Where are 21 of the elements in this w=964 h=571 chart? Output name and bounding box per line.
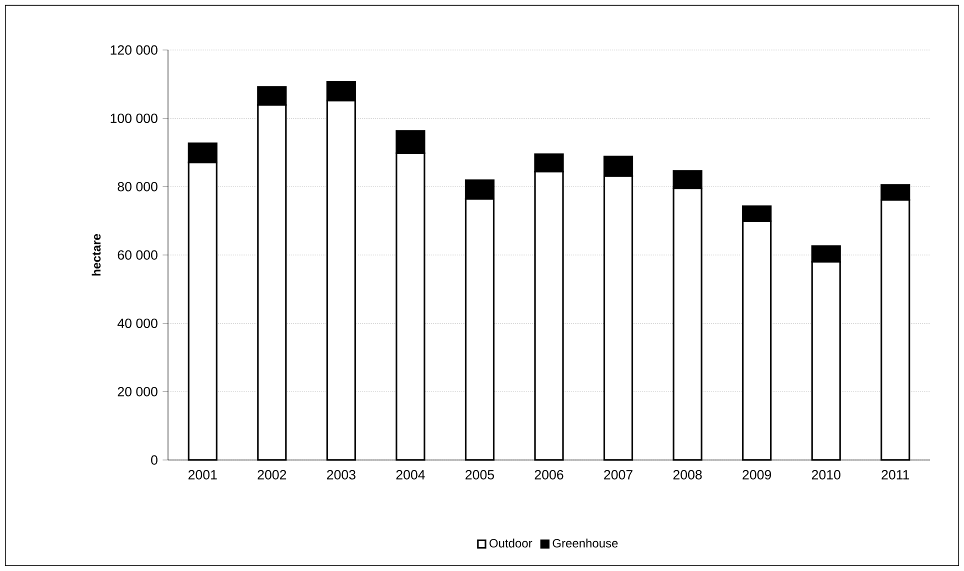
legend-label: Greenhouse: [552, 538, 618, 548]
y-tick-label: 60 000: [118, 250, 158, 260]
y-tick-label: 80 000: [118, 182, 158, 192]
x-tick-label: 2008: [673, 470, 702, 480]
x-tick-label: 2010: [812, 470, 840, 480]
x-tick-label: 2005: [466, 470, 494, 480]
y-tick-label: 40 000: [118, 318, 158, 328]
x-tick-label: 2001: [188, 470, 217, 480]
x-tick-label: 2004: [396, 470, 425, 480]
x-tick-label: 2011: [882, 470, 910, 480]
x-tick-label: 2007: [604, 470, 632, 480]
x-tick-label: 2003: [327, 470, 356, 480]
x-tick-label: 2009: [742, 470, 772, 480]
y-tick-label: 20 000: [118, 386, 158, 396]
y-axis-title: hectare: [92, 234, 101, 276]
y-tick-label: 120 000: [110, 45, 158, 55]
x-tick-label: 2006: [534, 470, 564, 480]
y-tick-label: 0: [151, 455, 158, 465]
x-tick-label: 2002: [258, 470, 286, 480]
y-tick-label: 100 000: [110, 114, 158, 124]
legend-label: Outdoor: [490, 538, 532, 548]
